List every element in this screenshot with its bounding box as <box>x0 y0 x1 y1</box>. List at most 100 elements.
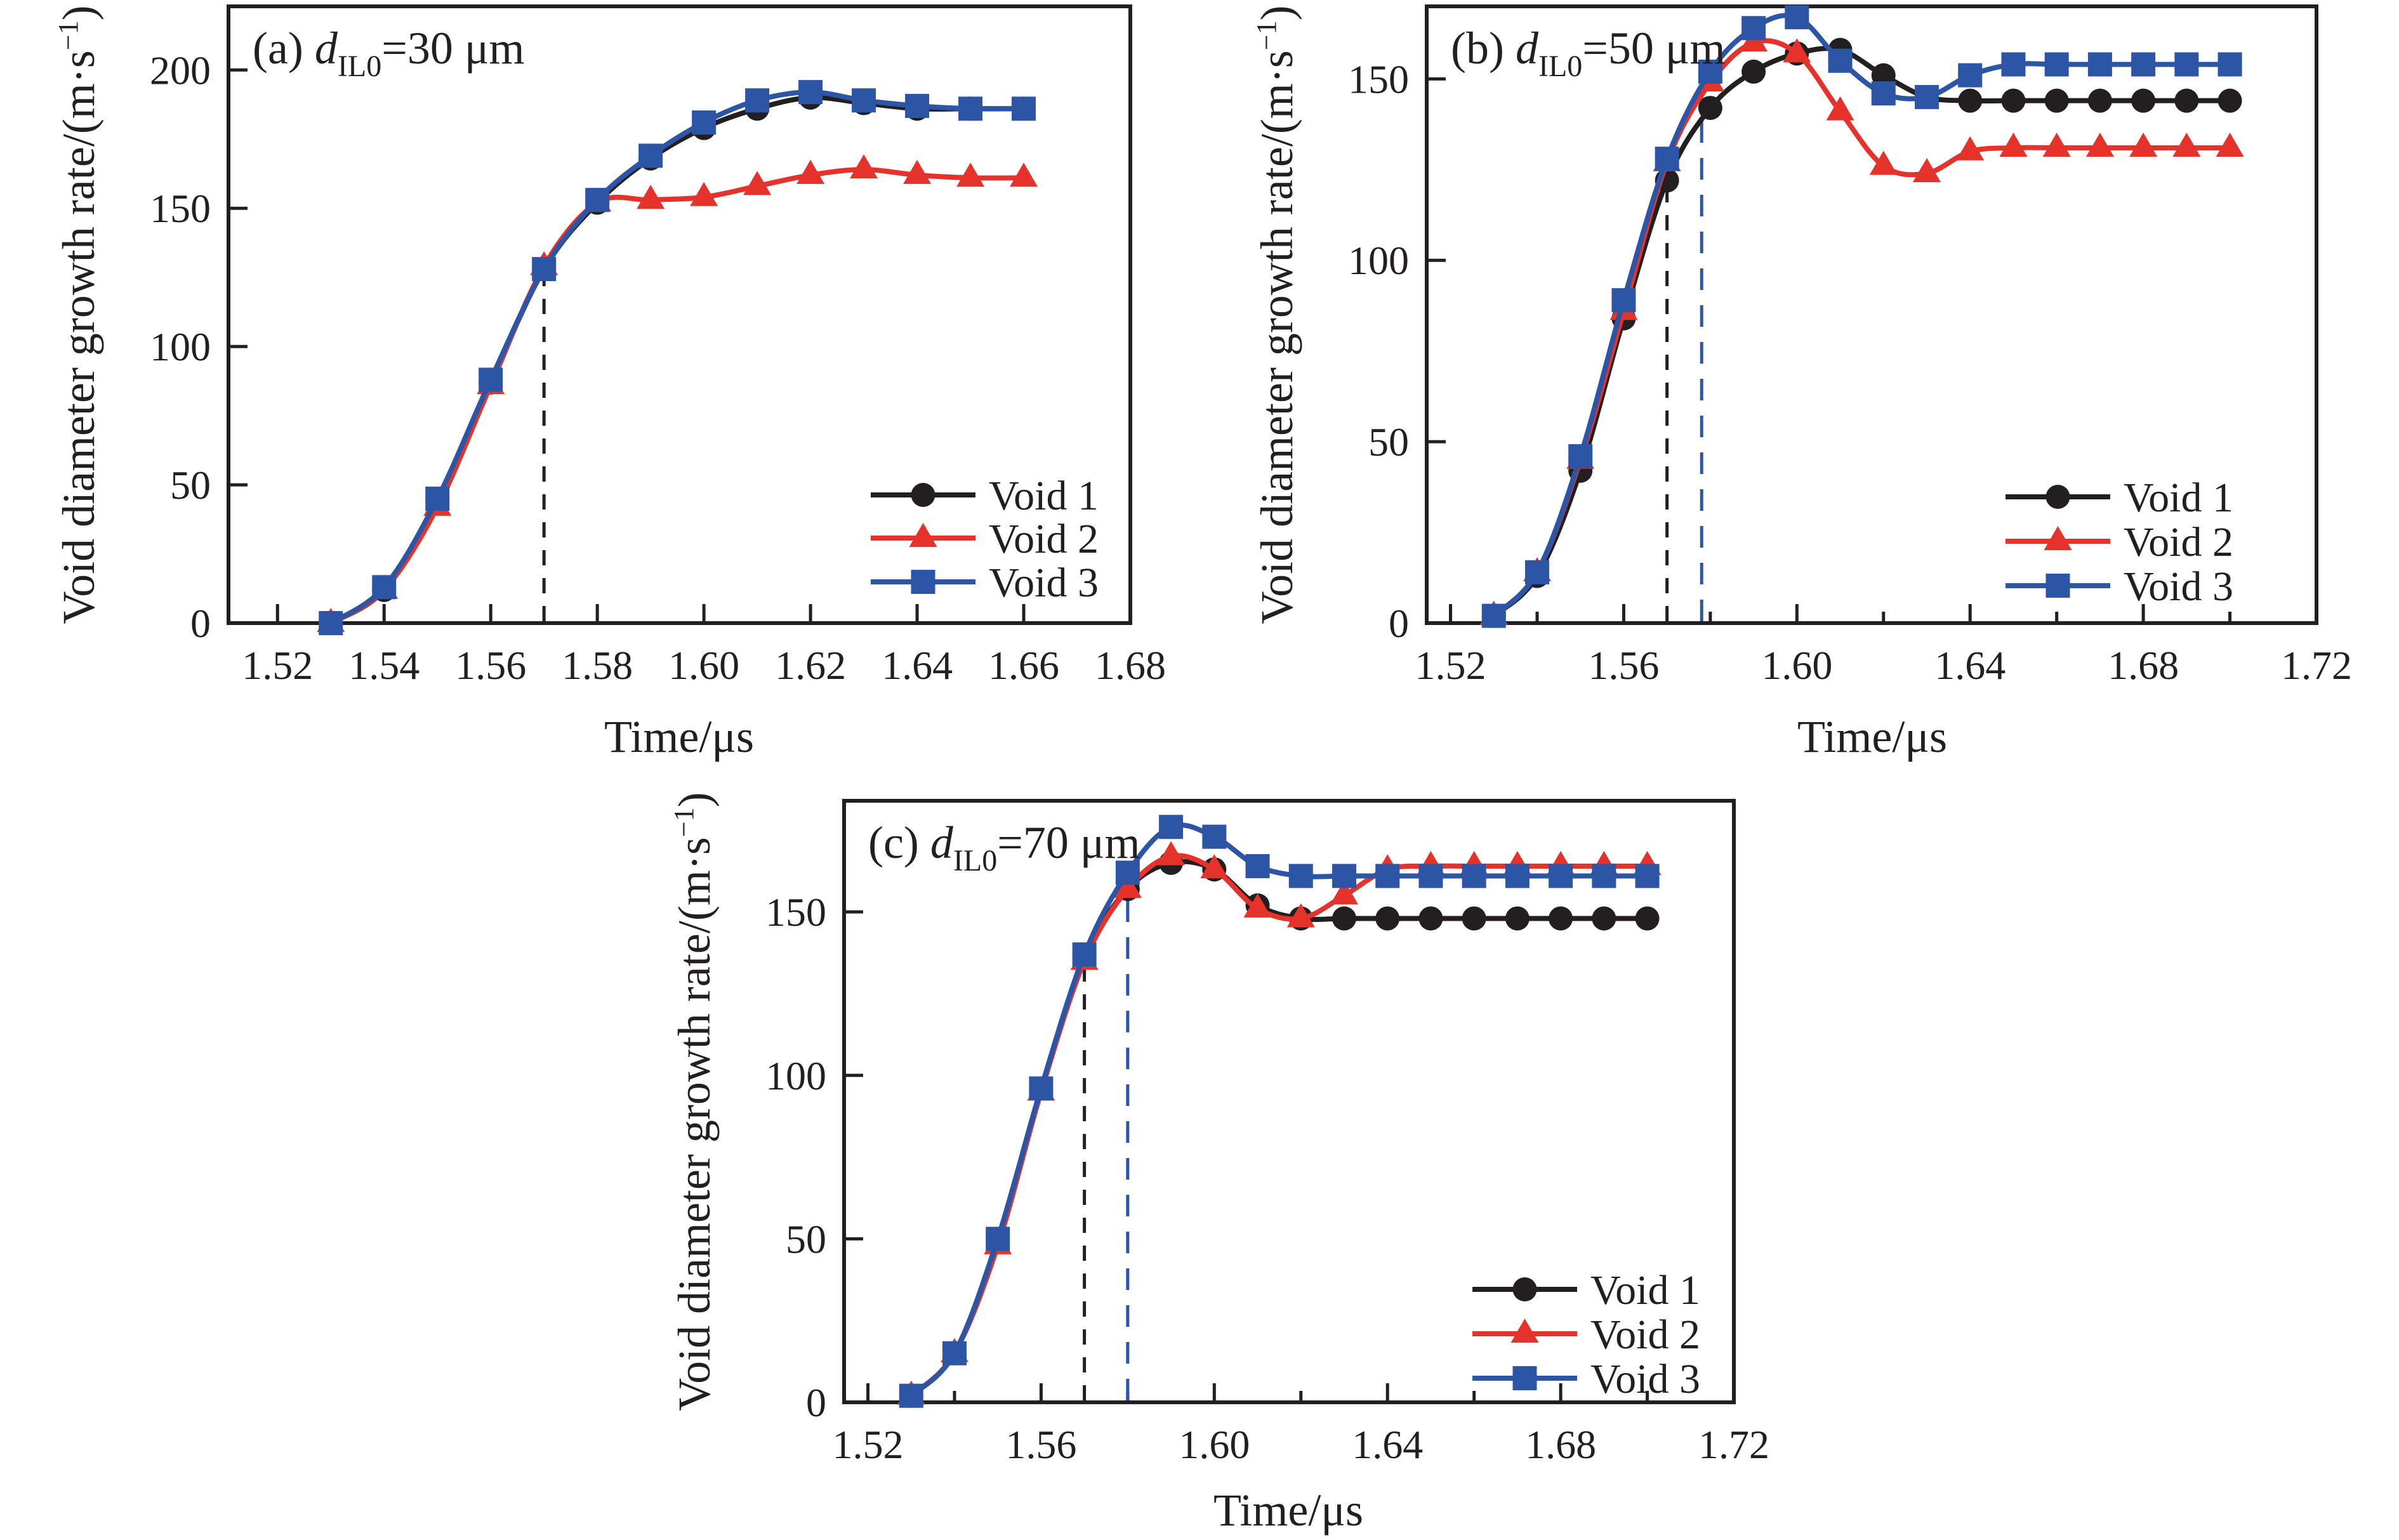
legend-triangle-marker <box>2044 526 2072 550</box>
square-marker <box>1568 444 1593 468</box>
y-tick-label: 0 <box>190 601 211 646</box>
square-marker <box>2044 52 2069 77</box>
square-marker <box>1462 864 1486 888</box>
panel-title: (c) dIL0=70 μm <box>868 817 1140 878</box>
triangle-marker <box>850 154 878 179</box>
series-curve-void3 <box>1491 13 2230 618</box>
triangle-marker <box>1912 158 1941 183</box>
panel-a: 1.52 1.54 1.56 1.58 1.60 1.62 1.64 1.66 1.68 0 50 1… <box>53 4 1166 762</box>
square-marker <box>1029 1076 1054 1101</box>
legend-square-marker <box>1512 1366 1537 1390</box>
panel-title: (b) dIL0=50 μm <box>1451 23 1725 83</box>
square-marker <box>1115 860 1140 885</box>
square-marker <box>2087 52 2112 77</box>
square-marker <box>899 1383 923 1408</box>
legend-label-void2: Void 2 <box>989 516 1099 562</box>
triangle-marker <box>2085 132 2114 157</box>
x-axis-title: Time/μs <box>1797 711 1947 762</box>
x-tick-label: 1.52 <box>1415 643 1486 688</box>
y-tick-label: 100 <box>1348 238 1409 283</box>
square-marker <box>1611 288 1636 313</box>
square-marker <box>1012 96 1036 121</box>
circle-marker <box>1549 906 1573 931</box>
triangle-marker <box>1783 38 1811 63</box>
triangle-marker <box>1010 162 1038 187</box>
y-tick-label: 50 <box>786 1216 826 1261</box>
x-tick-label: 1.52 <box>242 643 313 688</box>
x-tick-label: 1.56 <box>1588 643 1659 688</box>
circle-marker <box>1332 906 1356 931</box>
triangle-marker <box>1243 893 1272 918</box>
triangle-marker <box>1286 903 1315 928</box>
y-tick-label: 200 <box>150 48 211 93</box>
y-tick-label: 150 <box>150 186 211 231</box>
square-marker <box>425 486 450 511</box>
x-tick-label: 1.68 <box>2108 643 2179 688</box>
square-marker <box>692 110 717 135</box>
square-marker <box>1958 63 1983 88</box>
triangle-marker <box>2172 132 2201 157</box>
legend-square-marker <box>911 570 935 594</box>
circle-marker <box>2087 88 2112 113</box>
square-marker <box>1375 864 1400 888</box>
triangle-marker <box>1200 854 1229 879</box>
square-marker <box>1914 84 1939 109</box>
legend-circle-marker <box>1512 1277 1537 1301</box>
circle-marker <box>2131 88 2156 113</box>
square-marker <box>1785 5 1809 30</box>
square-marker <box>1332 864 1356 888</box>
square-marker <box>1741 16 1766 41</box>
y-axis-title: Void diameter growth rate/(m·s−1) <box>1251 5 1302 624</box>
plot-frame <box>227 4 1132 625</box>
square-marker <box>852 88 876 113</box>
circle-marker <box>1418 906 1443 931</box>
circle-marker <box>1635 906 1660 931</box>
square-marker <box>1202 824 1227 849</box>
x-tick-label: 1.64 <box>1934 643 2006 688</box>
x-tick-label: 1.68 <box>1525 1422 1596 1467</box>
legend-label-void1: Void 1 <box>989 473 1099 519</box>
series-markers-void2 <box>897 841 1662 1405</box>
legend-square-marker <box>2045 574 2070 598</box>
x-tick-label: 1.60 <box>668 643 739 688</box>
circle-marker <box>1505 906 1530 931</box>
square-marker <box>479 367 503 392</box>
triangle-marker <box>743 171 772 195</box>
square-marker <box>1871 81 1896 106</box>
legend-circle-marker <box>2045 485 2070 509</box>
square-marker <box>1072 942 1097 967</box>
legend-triangle-marker <box>1510 1319 1539 1343</box>
triangle-marker <box>1330 880 1358 905</box>
square-marker <box>958 96 983 121</box>
square-marker <box>532 257 557 282</box>
x-axis-title: Time/μs <box>1213 1485 1363 1536</box>
x-tick-label: 1.72 <box>2281 643 2352 688</box>
series-curve-void2 <box>909 853 1648 1398</box>
square-marker <box>798 80 823 105</box>
legend-circle-marker <box>911 483 935 507</box>
square-marker <box>372 575 397 600</box>
triangle-marker <box>1869 150 1898 175</box>
triangle-marker <box>1956 136 1985 161</box>
series-curve-void2 <box>329 167 1024 626</box>
square-marker <box>1418 864 1443 888</box>
square-marker <box>1524 560 1549 584</box>
square-marker <box>1288 864 1313 888</box>
triangle-marker <box>2216 132 2244 157</box>
x-tick-label: 1.60 <box>1179 1422 1250 1467</box>
square-marker <box>1481 603 1506 628</box>
circle-marker <box>2044 88 2069 113</box>
y-tick-label: 150 <box>1348 56 1409 102</box>
circle-marker <box>1741 59 1766 84</box>
square-marker <box>745 88 770 113</box>
square-marker <box>2217 52 2242 77</box>
circle-marker <box>2174 88 2199 113</box>
series-markers-void1 <box>319 85 1036 635</box>
triangle-marker <box>2042 132 2071 157</box>
series-markers-void1 <box>899 850 1660 1408</box>
square-marker <box>319 611 343 635</box>
triangle-marker <box>956 162 985 187</box>
circle-marker <box>1958 88 1983 113</box>
y-tick-label: 100 <box>150 324 211 369</box>
